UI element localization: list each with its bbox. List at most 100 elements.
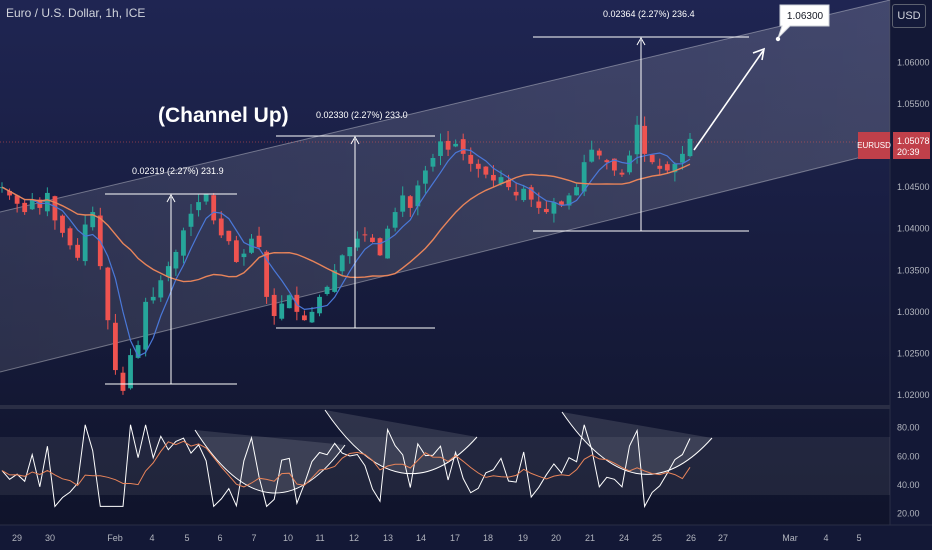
candle-body (286, 295, 292, 309)
measure-2-label: 0.02330 (2.27%) 233.0 (316, 110, 408, 120)
candle-body (649, 154, 655, 163)
rsi-tick-label: 80.00 (897, 423, 920, 433)
time-tick-label: 5 (184, 533, 189, 543)
time-tick-label: Feb (107, 533, 123, 543)
candle-body (188, 213, 194, 227)
time-tick-label: 26 (686, 533, 696, 543)
price-tag-value: 1.05078 (897, 136, 930, 146)
candle-body (543, 208, 549, 213)
channel-up-annotation[interactable]: (Channel Up) (158, 104, 289, 127)
candle-body (256, 235, 262, 247)
rsi-tick-label: 40.00 (897, 480, 920, 490)
time-tick-label: 30 (45, 533, 55, 543)
candle-body (173, 251, 179, 269)
candle-body (105, 267, 111, 321)
candle-body (181, 230, 186, 256)
candle-body (566, 195, 572, 206)
candle-body (453, 143, 459, 147)
candle-body (657, 165, 663, 169)
candle-body (528, 187, 534, 200)
candle-body (377, 238, 383, 256)
candle-body (135, 345, 141, 358)
channel-up-band[interactable] (0, 0, 890, 372)
rsi-ma-line (1, 440, 691, 488)
price-scale[interactable] (890, 0, 932, 525)
candle-body (468, 154, 474, 164)
target-callout[interactable]: 1.06300 (775, 4, 830, 42)
time-tick-label: 24 (619, 533, 629, 543)
time-tick-label: 10 (283, 533, 293, 543)
candle-body (491, 174, 496, 181)
projection-arrow[interactable] (693, 47, 766, 151)
candle-body (385, 228, 390, 259)
candle-body (422, 170, 428, 184)
candle-body (634, 124, 640, 155)
candle-body (264, 251, 270, 297)
candle-body (581, 162, 587, 192)
moving-averages[interactable] (1, 148, 691, 358)
channel-upper-line[interactable] (0, 0, 891, 213)
candle-body (309, 311, 315, 323)
candle-body (460, 139, 466, 154)
candle-body (483, 166, 489, 175)
candle-body (302, 315, 307, 321)
currency-button[interactable]: USD (892, 4, 926, 28)
time-tick-label: 29 (12, 533, 22, 543)
rsi-axis-ticks: 80.00 60.00 40.00 20.00 (897, 423, 920, 519)
channel-lower-line[interactable] (0, 149, 891, 373)
ma-slow-line (1, 163, 691, 283)
candle-body (438, 141, 443, 156)
candle-body (596, 150, 602, 156)
measure-3[interactable] (533, 36, 749, 232)
candle-body (75, 244, 81, 258)
candle-body (143, 301, 149, 350)
rsi-arc-curve (194, 429, 346, 494)
rsi-tick-label: 60.00 (897, 451, 920, 461)
candle-body (392, 212, 398, 228)
symbol-title[interactable]: Euro / U.S. Dollar, 1h, ICE (6, 6, 146, 20)
candle-body (362, 234, 368, 236)
price-tick-label: 1.02500 (897, 348, 930, 358)
time-tick-label: 12 (349, 533, 359, 543)
candle-body (44, 192, 50, 212)
candle-body (498, 177, 504, 184)
candle-body (430, 158, 436, 167)
rsi-arc-fill (195, 430, 345, 494)
time-tick-label: 20 (551, 533, 561, 543)
price-tick-label: 1.06000 (897, 57, 930, 67)
candle-body (506, 180, 511, 188)
rsi-arc-curve (561, 411, 713, 475)
rsi-tick-label: 20.00 (897, 509, 920, 519)
candle-body (513, 191, 519, 196)
candle-body (233, 240, 239, 262)
candle-body (52, 196, 58, 221)
candle-body (536, 201, 542, 208)
target-callout-box (777, 4, 830, 39)
measure-1[interactable] (105, 193, 237, 385)
last-price-tag[interactable]: EURUSD 1.05078 20:39 (857, 132, 930, 159)
measure-1-label: 0.02319 (2.27%) 231.9 (132, 166, 224, 176)
rsi-drawings[interactable] (194, 409, 713, 494)
time-axis[interactable] (0, 525, 932, 550)
rsi-series[interactable] (1, 424, 691, 509)
candle-body (672, 163, 678, 173)
price-tick-label: 1.03500 (897, 265, 930, 275)
candle-body (370, 237, 375, 243)
candle-body (332, 270, 338, 292)
candle-body (400, 195, 406, 212)
candle-body (165, 266, 171, 277)
candle-body (551, 202, 557, 214)
rsi-line (1, 424, 691, 509)
rsi-arc-curve (324, 409, 478, 474)
candle-body (294, 294, 300, 312)
candle-body (90, 212, 96, 228)
candle-body (241, 253, 247, 258)
pane-separator[interactable] (0, 405, 890, 409)
candle-body (559, 201, 564, 206)
measure-2[interactable] (276, 135, 435, 329)
time-tick-label: 21 (585, 533, 595, 543)
time-tick-label: 7 (251, 533, 256, 543)
candle-body (324, 286, 330, 294)
time-tick-label: 6 (217, 533, 222, 543)
